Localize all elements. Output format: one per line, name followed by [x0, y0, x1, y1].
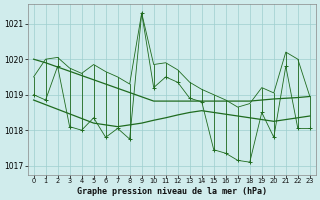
X-axis label: Graphe pression niveau de la mer (hPa): Graphe pression niveau de la mer (hPa) — [77, 187, 267, 196]
